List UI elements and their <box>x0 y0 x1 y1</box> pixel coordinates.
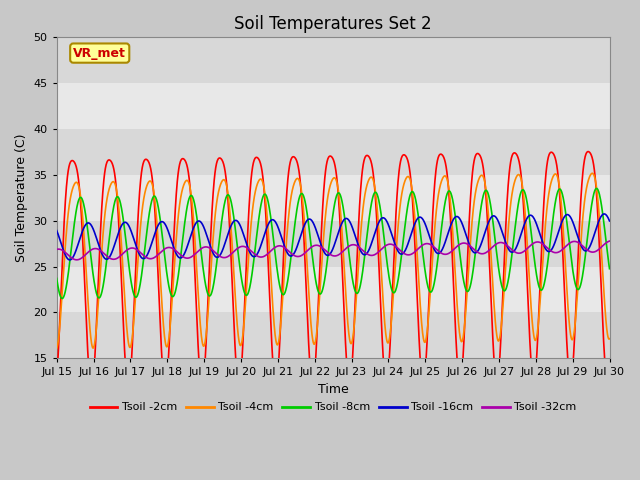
Bar <box>57 312 609 358</box>
Text: VR_met: VR_met <box>74 47 126 60</box>
Bar <box>57 37 609 83</box>
Bar <box>57 175 609 221</box>
Legend: Tsoil -2cm, Tsoil -4cm, Tsoil -8cm, Tsoil -16cm, Tsoil -32cm: Tsoil -2cm, Tsoil -4cm, Tsoil -8cm, Tsoi… <box>85 398 581 417</box>
Y-axis label: Soil Temperature (C): Soil Temperature (C) <box>15 133 28 262</box>
X-axis label: Time: Time <box>317 383 348 396</box>
Bar <box>57 221 609 266</box>
Title: Soil Temperatures Set 2: Soil Temperatures Set 2 <box>234 15 432 33</box>
Bar <box>57 129 609 175</box>
Bar <box>57 266 609 312</box>
Bar <box>57 83 609 129</box>
